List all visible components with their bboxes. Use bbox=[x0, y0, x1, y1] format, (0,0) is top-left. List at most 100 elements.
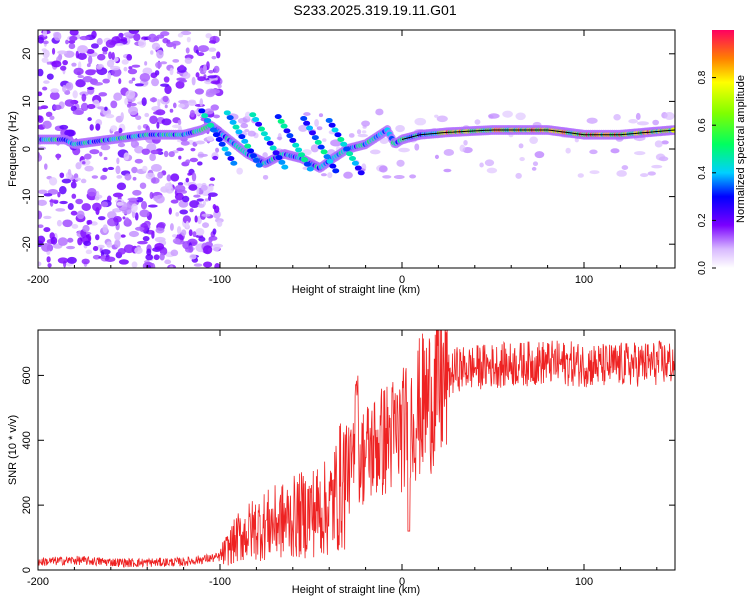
spectrogram-noise-blob bbox=[105, 39, 116, 48]
spectrogram-noise-blob bbox=[107, 166, 115, 171]
spectrogram-noise-blob bbox=[176, 226, 182, 235]
spectrogram-noise-blob bbox=[131, 64, 141, 68]
spectrogram-noise-blob bbox=[168, 151, 175, 158]
spectrogram-noise-blob bbox=[169, 67, 174, 76]
spectrogram-noise-blob bbox=[86, 104, 96, 110]
snr-series-line bbox=[38, 330, 675, 568]
spectrogram-noise-blob bbox=[182, 215, 191, 224]
spectrogram-noise-blob bbox=[104, 256, 116, 262]
spectrogram-noise-blob bbox=[185, 159, 191, 164]
spectrogram-streak-blob bbox=[292, 142, 300, 148]
spectrogram-noise-blob bbox=[188, 229, 193, 237]
spectrogram-noise-blob bbox=[46, 73, 54, 80]
spectrogram-noise-blob bbox=[94, 196, 100, 201]
spectrogram-noise-blob bbox=[212, 244, 221, 252]
spectrogram-noise-blob bbox=[262, 152, 268, 158]
spectrogram-streak-blob bbox=[334, 132, 342, 138]
spectrogram-noise-blob bbox=[120, 112, 124, 121]
spectrogram-streak-blob bbox=[249, 112, 257, 118]
spectrogram-noise-blob bbox=[195, 49, 199, 55]
spectrogram-noise-blob bbox=[62, 84, 67, 93]
spectrogram-noise-blob bbox=[163, 76, 170, 83]
spectrogram-noise-blob bbox=[147, 204, 158, 208]
spectrogram-noise-blob bbox=[178, 155, 182, 160]
spectrogram-noise-blob bbox=[161, 118, 172, 126]
spectrogram-streak-blob bbox=[289, 137, 297, 143]
spectrogram-noise-blob bbox=[80, 178, 87, 184]
spectrogram-noise-blob bbox=[316, 126, 323, 131]
spectrogram-noise-blob bbox=[38, 115, 44, 124]
spectrogram-noise-blob bbox=[518, 143, 524, 149]
spectrogram-noise-blob bbox=[97, 106, 105, 110]
spectrogram-noise-blob bbox=[118, 127, 123, 134]
spectrogram-noise-blob bbox=[43, 193, 53, 197]
spectrogram-noise-blob bbox=[43, 227, 51, 233]
spectrogram-noise-blob bbox=[139, 182, 147, 190]
spectrogram-streak-blob bbox=[255, 162, 263, 168]
spectrogram-noise-blob bbox=[142, 165, 148, 172]
spectrogram-noise-blob bbox=[178, 103, 185, 108]
spectrogram-noise-blob bbox=[160, 61, 168, 65]
spectrogram-streak-blob bbox=[255, 121, 263, 127]
spectrogram-noise-blob bbox=[82, 161, 86, 165]
spectrogram-noise-blob bbox=[197, 161, 203, 166]
spectrogram-noise-blob bbox=[196, 186, 200, 196]
spectrogram-noise-blob bbox=[193, 194, 201, 198]
spectrogram-noise-blob bbox=[134, 145, 144, 154]
spectrogram-noise-blob bbox=[116, 201, 124, 206]
spectrogram-noise-blob bbox=[69, 30, 79, 36]
spectrogram-ytick-label: 20 bbox=[21, 48, 33, 60]
spectrogram-streak-blob bbox=[295, 147, 303, 153]
spectrogram-noise-blob bbox=[111, 52, 115, 60]
spectrogram-noise-blob bbox=[153, 111, 162, 115]
spectrogram-noise-blob bbox=[86, 48, 95, 54]
spectrogram-streak-blob bbox=[277, 118, 285, 124]
spectrogram-streak-blob bbox=[343, 146, 351, 152]
spectrogram-noise-blob bbox=[72, 90, 78, 99]
spectrogram-ylabel: Frequency (Hz) bbox=[7, 111, 19, 187]
spectrogram-noise-blob bbox=[379, 137, 389, 144]
spectrogram-noise-blob bbox=[204, 198, 210, 202]
spectrogram-streak-blob bbox=[266, 140, 274, 146]
spectrogram-noise-blob bbox=[75, 198, 84, 205]
spectrogram-noise-blob bbox=[50, 236, 58, 245]
spectrogram-noise-blob bbox=[91, 175, 99, 179]
spectrogram-noise-blob bbox=[38, 106, 44, 110]
spectrogram-noise-blob bbox=[49, 91, 60, 101]
spectrogram-noise-blob bbox=[73, 67, 84, 76]
spectrogram-noise-blob bbox=[42, 86, 48, 91]
spectrogram-streak-blob bbox=[224, 151, 232, 157]
spectrogram-noise-blob bbox=[113, 216, 122, 223]
spectrogram-streak-blob bbox=[346, 151, 354, 157]
spectrogram-noise-blob bbox=[56, 153, 60, 161]
spectrogram-noise-blob bbox=[60, 65, 67, 71]
spectrogram-noise-blob bbox=[46, 256, 51, 263]
spectrogram-noise-blob bbox=[125, 217, 130, 224]
spectrogram-noise-blob bbox=[327, 172, 333, 179]
spectrogram-noise-blob bbox=[150, 149, 162, 155]
spectrogram-noise-blob bbox=[247, 130, 256, 137]
spectrogram-noise-blob bbox=[212, 228, 217, 235]
spectrogram-noise-blob bbox=[613, 113, 621, 121]
spectrogram-noise-blob bbox=[42, 120, 52, 129]
spectrogram-streak-blob bbox=[300, 156, 308, 162]
spectrogram-noise-blob bbox=[189, 109, 195, 118]
spectrogram-noise-blob bbox=[210, 80, 221, 85]
spectrogram-noise-blob bbox=[87, 55, 93, 65]
spectrogram-noise-blob bbox=[589, 149, 598, 155]
snr-xtick-label: -100 bbox=[209, 576, 231, 588]
spectrogram-noise-blob bbox=[204, 80, 213, 85]
spectrogram-noise-blob bbox=[137, 125, 142, 130]
spectrogram-noise-blob bbox=[68, 42, 76, 50]
spectrogram-noise-blob bbox=[163, 150, 169, 158]
spectrogram-streak-blob bbox=[241, 138, 249, 144]
spectrogram-noise-blob bbox=[621, 165, 629, 170]
spectrogram-noise-blob bbox=[81, 203, 92, 211]
spectrogram-noise-blob bbox=[116, 182, 127, 191]
snr-frame bbox=[37, 329, 676, 571]
spectrogram-noise-blob bbox=[77, 52, 87, 60]
spectrogram-noise-blob bbox=[150, 50, 154, 55]
spectrogram-noise-blob bbox=[108, 51, 113, 60]
spectrogram-noise-blob bbox=[166, 174, 172, 182]
spectrogram-noise-blob bbox=[172, 234, 177, 238]
